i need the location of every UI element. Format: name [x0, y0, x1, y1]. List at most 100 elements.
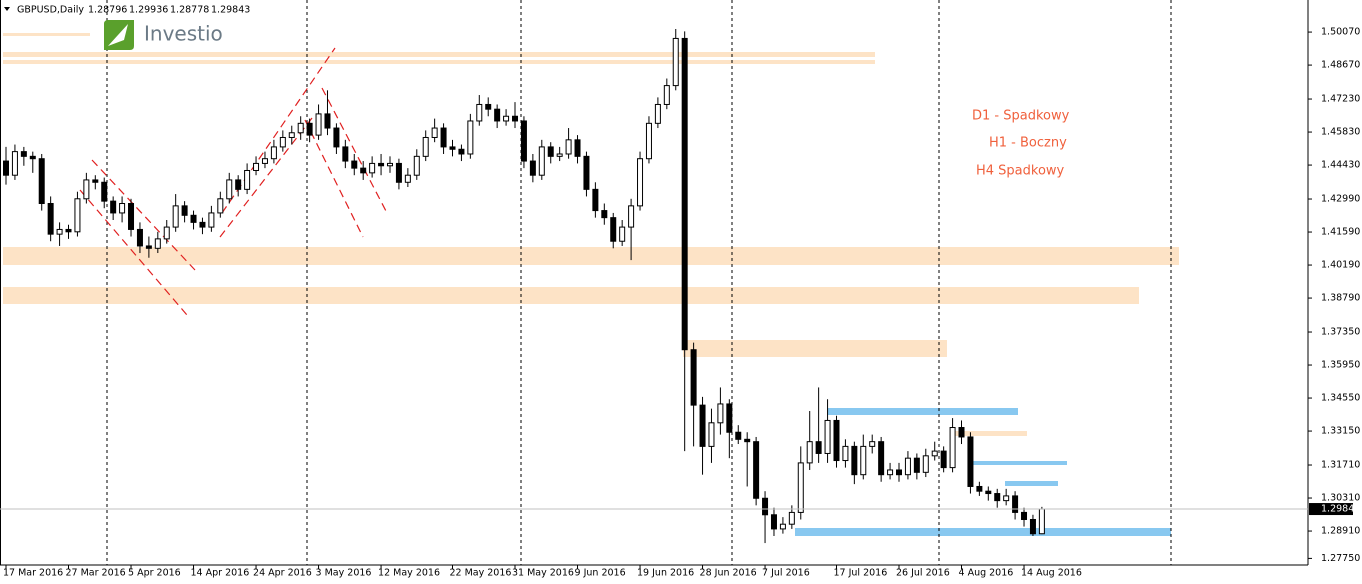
- candle-body: [904, 457, 911, 476]
- candle-body: [797, 462, 804, 513]
- candle-body: [145, 245, 152, 249]
- x-tick-label: 14 Apr 2016: [191, 568, 250, 579]
- candle-body: [735, 431, 742, 440]
- ohlc-open: 1.28796: [88, 5, 127, 16]
- x-tick-label: 24 Apr 2016: [253, 568, 312, 579]
- candle-body: [601, 210, 608, 219]
- candle-body: [172, 205, 179, 228]
- x-tick-label: 22 May 2016: [450, 568, 512, 579]
- candle-body: [637, 158, 644, 207]
- x-tick-label: 5 Apr 2016: [128, 568, 181, 579]
- candle-body: [842, 445, 849, 462]
- candle-body: [110, 200, 117, 214]
- zone: [955, 431, 1027, 436]
- ohlc-close: 1.29843: [211, 5, 250, 16]
- candle-body: [985, 490, 992, 495]
- candle-body: [520, 120, 527, 162]
- candle-body: [199, 221, 206, 228]
- candle-body: [922, 455, 929, 473]
- x-tick-label: 14 Aug 2016: [1021, 568, 1082, 579]
- candle-body: [65, 228, 72, 233]
- candle-body: [261, 158, 268, 164]
- y-tick-label: 1.44430: [1321, 160, 1360, 171]
- candle-body: [931, 450, 938, 457]
- zone: [3, 60, 875, 64]
- trendline: [79, 189, 188, 316]
- candle-body: [154, 238, 161, 249]
- candle-body: [717, 403, 724, 424]
- x-tick-label: 3 May 2016: [316, 568, 372, 579]
- last-price-box: [1309, 503, 1353, 516]
- candle-body: [235, 179, 242, 190]
- candle-body: [422, 136, 429, 157]
- candle-body: [512, 115, 519, 122]
- candle-body: [940, 450, 947, 469]
- candle-body: [779, 523, 786, 530]
- candle-body: [1029, 518, 1036, 535]
- separators: [106, 0, 1172, 565]
- ohlc-high: 1.29936: [129, 5, 168, 16]
- candle-body: [645, 122, 652, 160]
- candle-body: [708, 422, 715, 447]
- candle-body: [208, 212, 215, 228]
- candle-body: [244, 169, 251, 190]
- candle-body: [744, 438, 751, 443]
- candle-body: [386, 162, 393, 167]
- candle-body: [279, 136, 286, 148]
- x-tick-label: 28 Jun 2016: [700, 568, 757, 579]
- candle-body: [38, 158, 45, 205]
- level: [795, 528, 1171, 536]
- candle-body: [163, 226, 170, 240]
- logo-mark: [108, 24, 128, 46]
- candle-body: [556, 153, 563, 157]
- candle-body: [324, 113, 331, 129]
- candle-body: [360, 167, 367, 174]
- zone: [3, 287, 1139, 304]
- candle-body: [3, 160, 9, 176]
- candle-body: [753, 441, 760, 499]
- candle-body: [913, 457, 920, 473]
- y-tick-label: 1.48670: [1321, 60, 1360, 71]
- annotation: D1 - Spadkowy: [972, 109, 1070, 124]
- candle-body: [1003, 495, 1010, 502]
- level: [828, 408, 1018, 415]
- candle-body: [83, 179, 90, 200]
- y-tick-label: 1.34550: [1321, 393, 1360, 404]
- candle-body: [994, 493, 1001, 502]
- candle-body: [20, 151, 27, 157]
- candle-body: [431, 127, 438, 138]
- annotation: H4 Spadkowy: [976, 164, 1065, 179]
- candle-body: [458, 148, 465, 155]
- zones: [3, 33, 1179, 536]
- candle-body: [29, 155, 36, 160]
- candle-body: [395, 162, 402, 183]
- candle-body: [949, 427, 956, 469]
- zone: [3, 52, 875, 57]
- candle-body: [806, 441, 813, 464]
- candle-body: [467, 120, 474, 155]
- trendline: [321, 87, 388, 214]
- x-tick-label: 17 Mar 2016: [3, 568, 63, 579]
- candle-body: [1038, 508, 1045, 535]
- candle-body: [11, 151, 18, 176]
- candle-body: [547, 146, 554, 157]
- candle-body: [74, 198, 81, 233]
- trendlines: [79, 47, 388, 316]
- level: [1005, 481, 1058, 486]
- candle-body: [306, 122, 313, 136]
- logo-text: Investio: [144, 22, 223, 46]
- x-tick-label: 17 Jul 2016: [833, 568, 887, 579]
- y-tick-label: 1.37350: [1321, 327, 1360, 338]
- menu-icon[interactable]: [4, 7, 10, 11]
- annotation: H1 - Boczny: [989, 136, 1067, 151]
- candle-body: [896, 469, 902, 476]
- candle-body: [815, 441, 822, 454]
- candle-body: [672, 37, 679, 87]
- candle-body: [860, 445, 867, 476]
- candle-body: [726, 403, 733, 433]
- candle-body: [351, 160, 358, 169]
- x-tick-label: 9 Jun 2016: [575, 568, 626, 579]
- candle-body: [342, 146, 349, 162]
- candle-body: [1012, 495, 1019, 513]
